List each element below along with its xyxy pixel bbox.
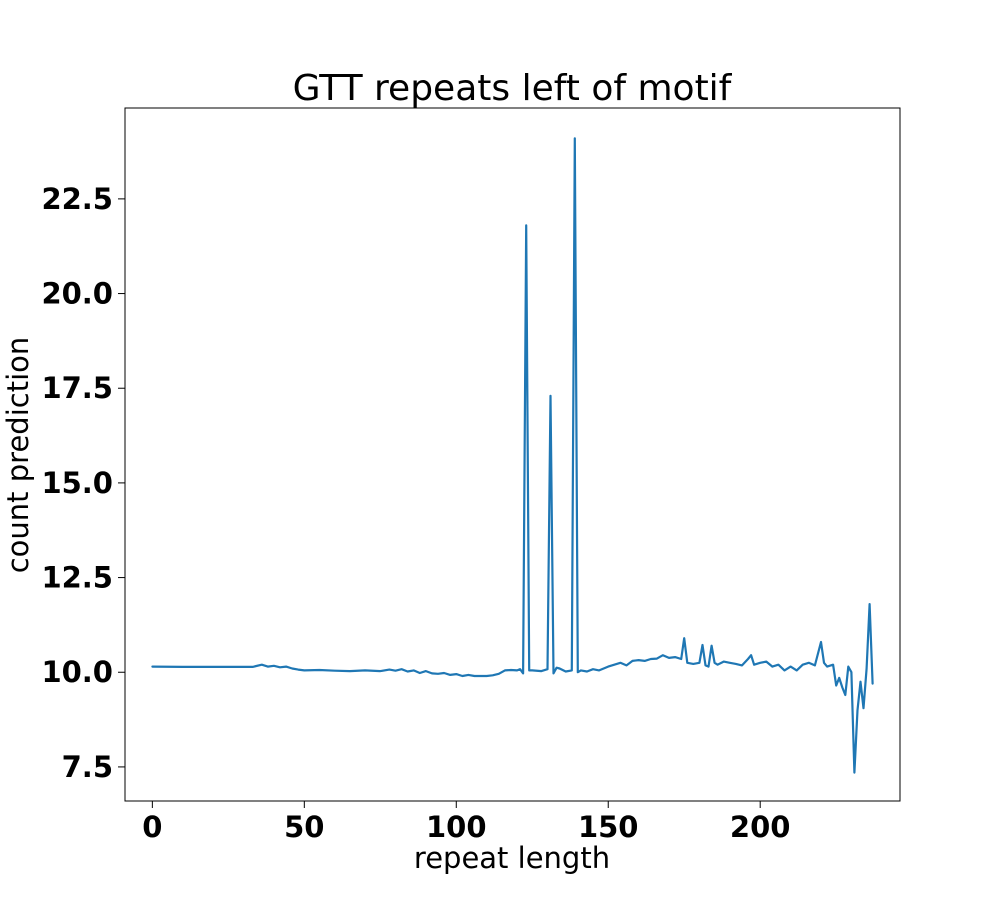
y-tick-label: 12.5 — [41, 561, 113, 595]
y-tick-label: 10.0 — [41, 655, 113, 689]
x-axis: 0 50 100 150 200 — [142, 801, 790, 844]
y-axis: 7.5 10.0 12.5 15.0 17.5 20.0 22.5 — [41, 182, 125, 784]
x-tick-label: 200 — [730, 810, 791, 844]
y-tick-label: 20.0 — [41, 277, 113, 311]
y-tick-label: 17.5 — [41, 371, 113, 405]
y-tick-label: 7.5 — [62, 750, 113, 784]
chart-title: GTT repeats left of motif — [293, 68, 733, 109]
x-tick-label: 50 — [284, 810, 324, 844]
x-tick-label: 0 — [142, 810, 162, 844]
y-axis-label: count prediction — [1, 337, 35, 574]
plot-frame — [124, 107, 901, 802]
x-axis-label: repeat length — [414, 841, 610, 875]
x-tick-label: 100 — [426, 810, 487, 844]
y-tick-label: 22.5 — [41, 182, 113, 216]
series-line-0 — [151, 137, 874, 774]
y-tick-label: 15.0 — [41, 466, 113, 500]
x-tick-label: 150 — [578, 810, 639, 844]
plot-area — [151, 137, 874, 774]
